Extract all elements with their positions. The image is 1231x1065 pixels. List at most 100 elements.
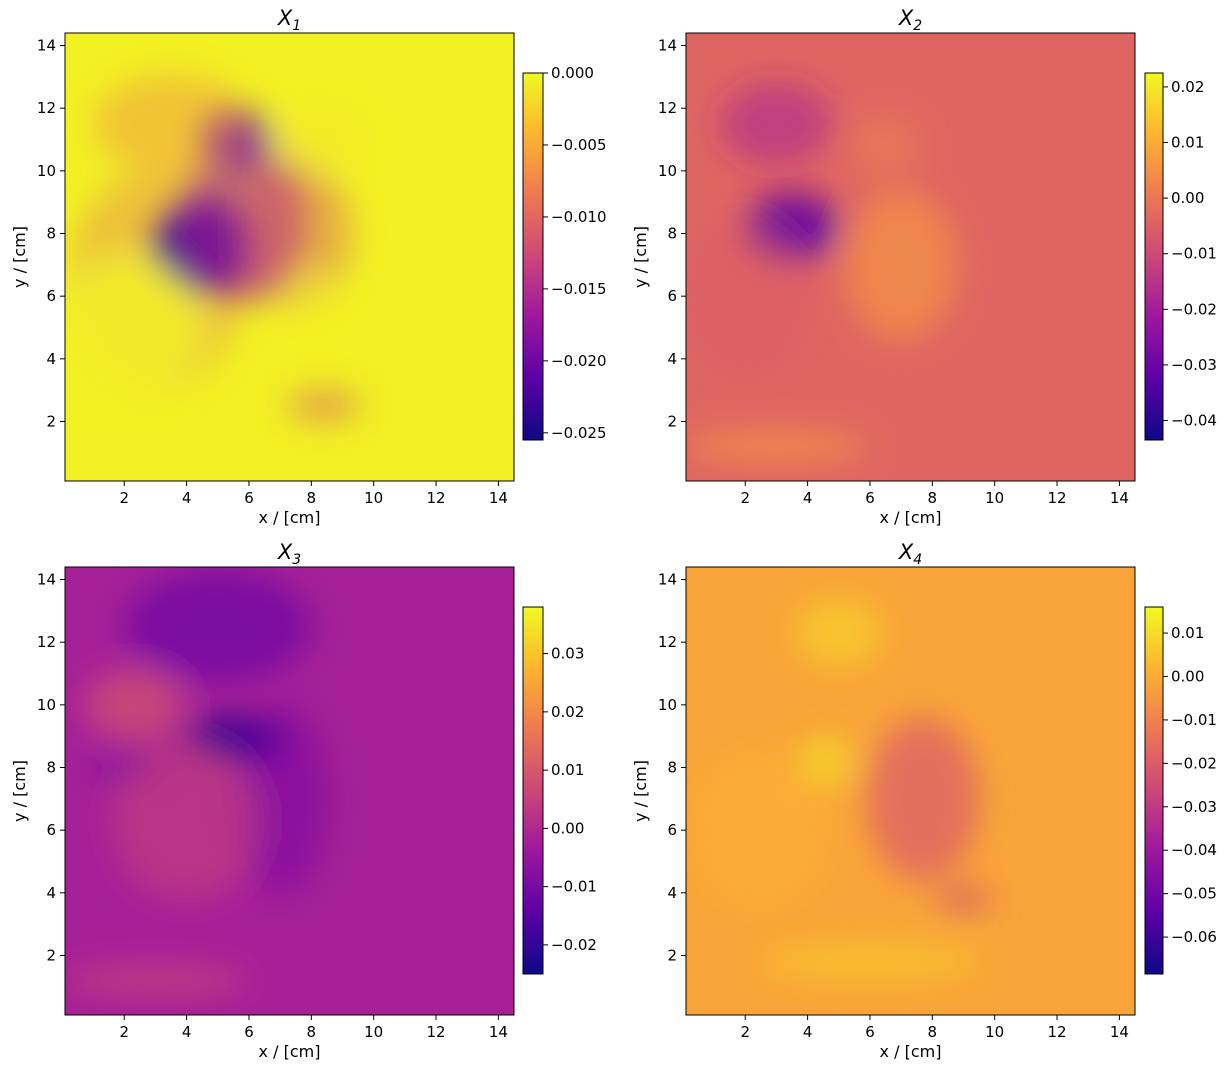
colorbar-tick-label: −0.04: [1171, 841, 1217, 859]
y-tick-label: 10: [658, 162, 677, 180]
y-tick-label: 2: [667, 946, 677, 964]
heatmap-region-5: [686, 217, 808, 375]
heatmap-region-6: [93, 73, 249, 174]
x-tick-label: 2: [740, 1023, 750, 1041]
y-tick-label: 8: [46, 759, 56, 777]
colorbar-tick-label: −0.02: [551, 936, 597, 954]
x-tick-label: 12: [1048, 489, 1067, 507]
chart-title: X2: [898, 6, 922, 34]
heatmap-field: [65, 33, 514, 481]
chart-title: X1: [277, 6, 301, 34]
y-tick-label: 6: [667, 287, 677, 305]
x-tick-label: 6: [244, 489, 254, 507]
colorbar-tick-label: 0.02: [551, 703, 584, 721]
y-tick-label: 2: [46, 412, 56, 430]
heatmap-region-1: [866, 717, 980, 881]
heatmap-region-2: [935, 886, 992, 912]
x-tick-label: 10: [364, 1023, 383, 1041]
x-tick-label: 14: [489, 1023, 508, 1041]
heatmap-region-4: [801, 736, 852, 787]
y-tick-label: 10: [37, 162, 56, 180]
colorbar-gradient: [1144, 72, 1164, 441]
x-axis-label: x / [cm]: [880, 508, 942, 527]
colorbar-tick-label: 0.02: [1171, 78, 1204, 96]
colorbar-tick-label: −0.03: [1171, 798, 1217, 816]
y-axis-label: y / [cm]: [631, 226, 650, 288]
colorbar-tick-label: 0.00: [1171, 189, 1204, 207]
y-tick-label: 4: [667, 884, 677, 902]
colorbar-tick-label: −0.03: [1171, 356, 1217, 374]
y-axis-label: y / [cm]: [631, 760, 650, 822]
colorbar-tick-label: −0.020: [551, 352, 607, 370]
heatmap-field: [686, 567, 1135, 1015]
colorbar-tick-label: −0.01: [1171, 711, 1217, 729]
x-tick-label: 6: [244, 1023, 254, 1041]
plot-frame: [64, 32, 515, 482]
colorbar-tick-label: −0.025: [551, 424, 607, 442]
panel-1: 2 4 6 8 10 12 14 2 4 6 8 10 12 14 x / [cm] y / [cm] X1 0.…: [10, 6, 607, 527]
colorbar-tick-label: −0.01: [551, 878, 597, 896]
x-tick-label: 8: [307, 489, 317, 507]
y-tick-label: 8: [667, 225, 677, 243]
heatmap-region-5: [239, 158, 352, 309]
y-axis-label: y / [cm]: [10, 226, 29, 288]
panel-3: 2 4 6 8 10 12 14 2 4 6 8 10 12 14 x / [cm] y / [cm] X3 0.…: [10, 540, 597, 1061]
heatmap-region-9: [286, 390, 362, 422]
y-tick-label: 8: [667, 759, 677, 777]
y-tick-label: 14: [37, 37, 56, 55]
colorbar-tick-label: −0.05: [1171, 885, 1217, 903]
heatmap-region-2: [720, 83, 833, 165]
y-tick-label: 6: [46, 821, 56, 839]
x-tick-label: 10: [985, 1023, 1004, 1041]
colorbar: 0.03 0.02 0.01 0.00 −0.01 −0.02: [522, 606, 597, 975]
heatmap-field: [65, 567, 514, 1015]
heatmap-region-5: [760, 942, 980, 981]
y-tick-label: 6: [46, 287, 56, 305]
x-tick-label: 8: [928, 489, 938, 507]
chart-title: X4: [898, 540, 922, 568]
y-tick-label: 8: [46, 225, 56, 243]
colorbar-tick-label: −0.01: [1171, 245, 1217, 263]
colorbar-tick-label: −0.010: [551, 208, 607, 226]
y-tick-label: 14: [658, 571, 677, 589]
heatmap-region-10: [292, 274, 331, 319]
x-tick-label: 6: [865, 1023, 875, 1041]
colorbar-tick-label: −0.06: [1171, 928, 1217, 946]
colorbar-tick-label: 0.00: [1171, 667, 1204, 685]
plot-frame: [685, 566, 1136, 1016]
y-tick-label: 12: [658, 99, 677, 117]
x-tick-label: 4: [803, 489, 813, 507]
colorbar-tick-label: 0.01: [551, 761, 584, 779]
x-tick-label: 2: [119, 489, 129, 507]
colorbar-tick-label: 0.03: [551, 645, 584, 663]
y-tick-label: 12: [37, 633, 56, 651]
colorbar-tick-label: −0.015: [551, 280, 607, 298]
heatmap-region-2: [124, 570, 312, 683]
y-axis-label: y / [cm]: [10, 760, 29, 822]
y-tick-label: 12: [37, 99, 56, 117]
y-tick-label: 14: [37, 571, 56, 589]
x-tick-label: 4: [803, 1023, 813, 1041]
plot-frame: [64, 566, 515, 1016]
x-tick-label: 8: [928, 1023, 938, 1041]
x-tick-label: 4: [182, 489, 192, 507]
colorbar: 0.02 0.01 0.00 −0.01 −0.02 −0.03 −0.04: [1144, 72, 1217, 441]
x-tick-label: 2: [740, 489, 750, 507]
x-tick-label: 10: [985, 489, 1004, 507]
x-tick-label: 10: [364, 489, 383, 507]
colorbar-tick-label: −0.005: [551, 136, 607, 154]
y-tick-label: 4: [46, 350, 56, 368]
heatmap-region-5: [83, 670, 184, 740]
y-tick-label: 4: [46, 884, 56, 902]
panel-4: 2 4 6 8 10 12 14 2 4 6 8 10 12 14 x / [cm] y / [cm] X4 0.…: [631, 540, 1217, 1061]
colorbar-tick-label: 0.00: [551, 819, 584, 837]
colorbar-tick-label: 0.01: [1171, 624, 1204, 642]
colorbar-tick-label: −0.02: [1171, 754, 1217, 772]
x-axis-label: x / [cm]: [880, 1042, 942, 1061]
heatmap-region-7: [65, 258, 200, 397]
y-tick-label: 2: [667, 412, 677, 430]
colorbar-gradient: [522, 606, 544, 975]
x-tick-label: 14: [489, 489, 508, 507]
y-tick-label: 10: [37, 696, 56, 714]
